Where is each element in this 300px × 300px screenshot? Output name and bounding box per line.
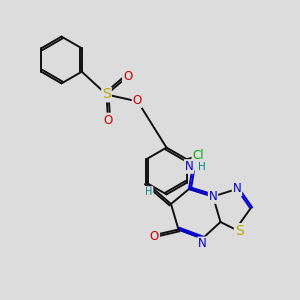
Text: N: N [184, 160, 194, 173]
Text: O: O [133, 94, 142, 107]
Text: O: O [150, 230, 159, 244]
Text: H: H [145, 187, 153, 197]
Text: S: S [235, 224, 244, 238]
Text: O: O [103, 113, 112, 127]
Text: Cl: Cl [192, 149, 204, 162]
Text: S: S [102, 88, 111, 101]
Text: N: N [198, 237, 207, 250]
Text: N: N [208, 190, 217, 203]
Text: O: O [123, 70, 132, 83]
Text: H: H [198, 161, 206, 172]
Text: N: N [232, 182, 242, 196]
